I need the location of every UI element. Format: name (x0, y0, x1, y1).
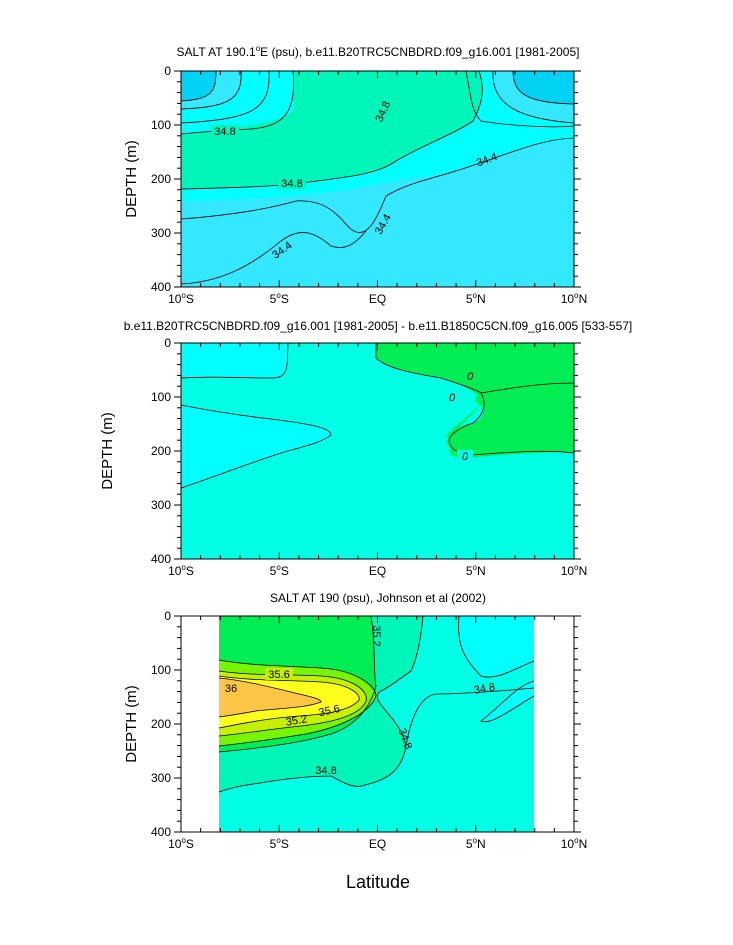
p1-contour-label: 34.8 (281, 178, 302, 190)
y-tick-label: 0 (164, 336, 171, 350)
y-tick-label: 200 (151, 172, 171, 186)
y-tick-label: 100 (151, 390, 171, 404)
y-tick-label: 200 (151, 444, 171, 458)
p2-contour-lines (181, 343, 574, 489)
y-tick-label: 0 (164, 64, 171, 78)
y-tick-label: 300 (151, 771, 171, 785)
panel-1-title: SALT AT 190.1oE (psu), b.e11.B20TRC5CNBD… (177, 44, 580, 59)
p2-contour-label-group: 0 0 0 (444, 370, 478, 463)
x-tick-label: 10oN (561, 563, 587, 578)
p2-label-bg (462, 370, 478, 382)
y-tick-label: 300 (151, 498, 171, 512)
panel-1-axes: 10oS 5oS EQ 5oN 10oN 0 100 200 300 400 (151, 64, 587, 306)
y-tick-label: 400 (151, 825, 171, 839)
x-tick-label: 5oN (466, 563, 486, 578)
p1-contour (181, 71, 294, 135)
p3-contour-label: 35.6 (268, 669, 289, 681)
x-tick-label: 5oN (466, 291, 486, 306)
p2-contour-label: 0 (449, 392, 456, 404)
y-tick-label: 100 (151, 118, 171, 132)
p3-contour-label: 35.2 (370, 625, 382, 646)
panel-3: SALT AT 190 (psu), Johnson et al (2002) (123, 591, 587, 851)
p1-band-deep-cyan-left (181, 71, 216, 101)
p2-contour-label: 0 (462, 451, 469, 463)
p3-band-right-cyan (458, 616, 534, 722)
p1-contour (181, 71, 270, 124)
p1-contour (465, 71, 574, 128)
panel-2-axes: 10oS 5oS EQ 5oN 10oN 0 100 200 300 400 (151, 336, 587, 578)
p3-contour (218, 616, 377, 753)
p3-label-bg (222, 682, 240, 694)
y-tick-label: 0 (164, 609, 171, 623)
p3-contour-label: 35.6 (318, 703, 341, 719)
panel-2: b.e11.B20TRC5CNBDRD.f09_g16.001 [1981-20… (99, 319, 632, 578)
panel-2-plot-area: 0 0 0 (181, 343, 574, 559)
p1-contour-label: 34.8 (214, 126, 235, 138)
p2-band-neg-mid (181, 405, 331, 488)
p3-contour (480, 680, 535, 723)
p1-label-bg (211, 125, 239, 137)
p1-band-34-8 (181, 71, 483, 189)
x-tick-label: 5oS (270, 836, 289, 851)
p2-contour (181, 343, 289, 379)
p3-contour (458, 616, 535, 678)
x-tick-label: 5oS (270, 563, 289, 578)
p2-band-neg-top (181, 343, 288, 378)
x-tick-label: EQ (369, 292, 386, 306)
p2-band-pos-top (376, 343, 574, 393)
x-tick-label: 10oS (168, 836, 194, 851)
p1-contour (181, 137, 574, 233)
p1-label-bg (278, 177, 306, 189)
x-tick-label: 10oN (561, 836, 587, 851)
p2-contour (375, 343, 574, 456)
p3-contour-label-group: 35.6 36 35.6 35.2 35.2 34.8 34.8 34.8 (222, 625, 496, 777)
p2-label-bg (444, 391, 460, 403)
panel-3-axes: 10oS 5oS EQ 5oN 10oN 0 100 200 300 400 (151, 609, 587, 851)
p3-contour (405, 687, 535, 747)
p3-contour-label: 34.8 (315, 765, 336, 777)
p2-contour (181, 404, 332, 489)
p1-band-deep-cyan-right (513, 71, 574, 104)
p2-contour (480, 382, 574, 394)
x-tick-label: EQ (369, 837, 386, 851)
x-tick-label: EQ (369, 564, 386, 578)
y-tick-label: 200 (151, 717, 171, 731)
p3-label-bg (265, 668, 293, 680)
y-tick-label: 100 (151, 663, 171, 677)
p1-contour (181, 71, 217, 102)
p1-contour (181, 230, 367, 285)
p3-contour-label: 36 (225, 683, 237, 695)
panel-3-ylabel: DEPTH (m) (123, 685, 140, 763)
p3-contour (218, 659, 377, 747)
p3-contour (218, 675, 360, 729)
panel-3-title: SALT AT 190 (psu), Johnson et al (2002) (270, 591, 486, 605)
panel-2-ylabel: DEPTH (m) (99, 412, 116, 490)
p3-contour-label: 35.2 (285, 713, 308, 729)
x-tick-label: 5oS (270, 291, 289, 306)
p3-contour (218, 677, 322, 718)
p3-contour (218, 616, 424, 793)
y-tick-label: 400 (151, 280, 171, 294)
panel-3-plot-area: 35.6 36 35.6 35.2 35.2 34.8 34.8 34.8 (218, 616, 535, 832)
panel-1-ylabel: DEPTH (m) (123, 140, 140, 218)
p1-contour-lines (181, 71, 574, 285)
x-tick-label: 5oN (466, 836, 486, 851)
x-tick-label: 10oN (561, 291, 587, 306)
y-tick-label: 400 (151, 552, 171, 566)
p1-band-cyan-right (492, 71, 574, 123)
panel-2-title: b.e11.B20TRC5CNBDRD.f09_g16.001 [1981-20… (124, 319, 633, 333)
p1-contour (512, 71, 574, 105)
p2-contour-label: 0 (467, 371, 474, 383)
p2-label-bg (457, 450, 473, 462)
p3-contour-label: 34.8 (473, 681, 496, 697)
x-axis-title: Latitude (346, 872, 410, 892)
x-tick-label: 10oS (168, 291, 194, 306)
p1-contour (181, 71, 242, 110)
p1-contour (492, 71, 574, 124)
x-tick-label: 10oS (168, 563, 194, 578)
panel-1-plot-area: 34.8 34.8 34.8 34.4 34.4 34.4 (181, 71, 574, 287)
panel-1: SALT AT 190.1oE (psu), b.e11.B20TRC5CNBD… (123, 44, 587, 306)
y-tick-label: 300 (151, 226, 171, 240)
